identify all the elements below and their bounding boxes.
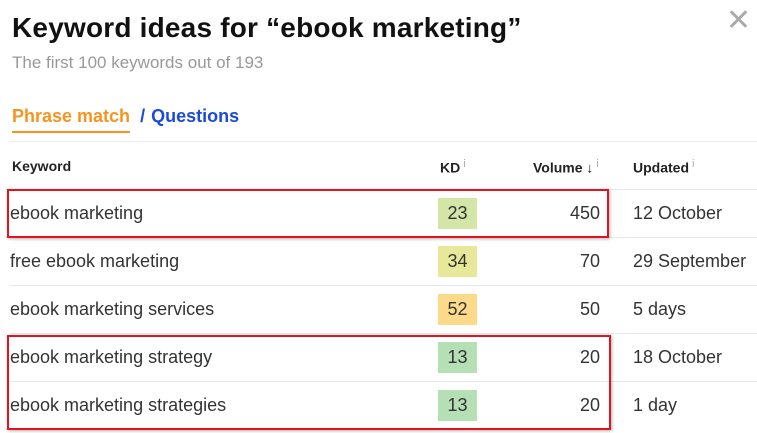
keyword-link[interactable]: ebook marketing services <box>10 299 215 319</box>
kd-badge: 13 <box>438 342 477 373</box>
close-icon[interactable]: ✕ <box>726 4 752 37</box>
divider <box>10 141 757 142</box>
column-header-volume[interactable]: Volume ↓ i <box>533 158 599 176</box>
tab-separator: / <box>140 106 146 126</box>
keyword-link[interactable]: ebook marketing strategies <box>10 395 227 415</box>
header-label: KD <box>440 159 461 176</box>
table-row[interactable]: ebook marketing strategies 13 20 1 day <box>10 381 757 430</box>
highlight-box <box>7 335 611 430</box>
volume-value: 20 <box>579 395 600 415</box>
kd-badge: 23 <box>438 198 477 229</box>
kd-badge: 34 <box>438 246 477 277</box>
updated-value: 12 October <box>633 203 723 223</box>
subtitle: The first 100 keywords out of 193 <box>12 53 264 72</box>
keyword-link[interactable]: ebook marketing <box>10 203 144 223</box>
volume-value: 70 <box>579 251 600 271</box>
table-row[interactable]: ebook marketing strategy 13 20 18 Octobe… <box>10 333 757 382</box>
info-icon[interactable]: i <box>692 158 695 170</box>
column-header-kd[interactable]: KD i <box>440 158 466 176</box>
keyword-link[interactable]: ebook marketing strategy <box>10 347 213 367</box>
header-label: Volume ↓ <box>533 159 594 176</box>
header-label: Updated <box>633 159 689 176</box>
match-tabs: Phrase match / Questions <box>12 106 239 133</box>
page-title: Keyword ideas for “ebook marketing” <box>12 12 522 43</box>
table-row[interactable]: free ebook marketing 34 70 29 September <box>10 237 757 286</box>
tab-phrase-match[interactable]: Phrase match <box>12 106 131 133</box>
column-header-updated[interactable]: Updated i <box>633 158 694 176</box>
table-row[interactable]: ebook marketing services 52 50 5 days <box>10 285 757 334</box>
info-icon[interactable]: i <box>463 158 466 170</box>
table-row[interactable]: ebook marketing 23 450 12 October <box>10 189 757 238</box>
volume-value: 50 <box>579 299 600 319</box>
header-label: Keyword <box>12 158 72 174</box>
column-header-keyword[interactable]: Keyword <box>12 158 71 174</box>
volume-value: 20 <box>579 347 600 367</box>
updated-value: 18 October <box>633 347 723 367</box>
updated-value: 5 days <box>633 299 687 319</box>
updated-value: 29 September <box>633 251 747 271</box>
highlight-box <box>7 189 609 238</box>
info-icon[interactable]: i <box>596 158 599 170</box>
keyword-link[interactable]: free ebook marketing <box>10 251 180 271</box>
updated-value: 1 day <box>633 395 678 415</box>
kd-badge: 13 <box>438 390 477 421</box>
tab-questions[interactable]: Questions <box>151 106 240 126</box>
kd-badge: 52 <box>438 294 477 325</box>
volume-value: 450 <box>569 203 600 223</box>
